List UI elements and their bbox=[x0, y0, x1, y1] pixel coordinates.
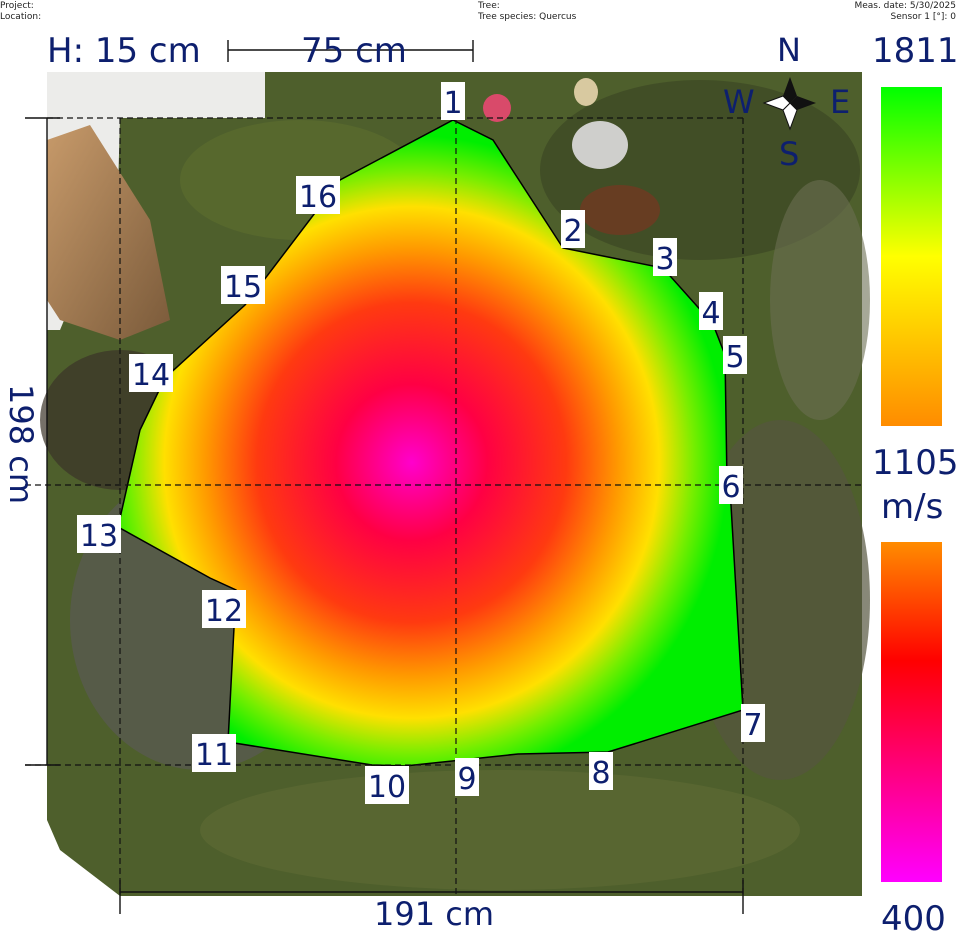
width-label: 191 cm bbox=[374, 895, 495, 933]
compass-south: S bbox=[779, 135, 800, 173]
sensor-labels: 1 2 3 4 5 6 7 8 9 10 11 12 13 14 15 16 bbox=[77, 82, 765, 805]
tree-species-label: Tree species: Quercus bbox=[478, 12, 577, 22]
sensor-label: 3 bbox=[655, 242, 674, 277]
sensor-label: 8 bbox=[591, 756, 610, 791]
project-label: Project: bbox=[0, 1, 34, 11]
sensor-label: 12 bbox=[205, 594, 243, 629]
depth-label: 198 cm bbox=[2, 383, 40, 504]
sensor-label: 2 bbox=[563, 214, 582, 249]
sensor-label: 5 bbox=[725, 340, 744, 375]
sensor-label: 11 bbox=[195, 738, 233, 773]
dimension-lines bbox=[25, 40, 744, 914]
legend-unit: m/s bbox=[881, 487, 944, 527]
legend-mid: 1105 bbox=[872, 443, 957, 483]
sensor-label: 1 bbox=[443, 86, 462, 121]
sensor-label: 7 bbox=[743, 708, 762, 743]
compass-west: W bbox=[723, 83, 755, 121]
grid-lines bbox=[25, 117, 862, 895]
marker-icon bbox=[483, 94, 511, 122]
scale-bar-label: 75 cm bbox=[301, 31, 407, 71]
sensor-label: 16 bbox=[299, 180, 337, 215]
compass-north: N bbox=[777, 31, 801, 69]
sensor-label: 10 bbox=[368, 770, 406, 805]
compass-icon bbox=[762, 77, 816, 131]
tomogram-polygon bbox=[117, 119, 744, 767]
sensor-label: 15 bbox=[224, 270, 262, 305]
legend-min: 400 bbox=[881, 899, 946, 939]
measurement-date: Meas. date: 5/30/2025 bbox=[854, 1, 956, 11]
compass-east: E bbox=[830, 83, 851, 121]
rock-icon bbox=[572, 121, 628, 169]
height-label: H: 15 cm bbox=[47, 31, 201, 71]
legend-bar-high bbox=[881, 87, 942, 426]
sensor-info: Sensor 1 [°]: 0 bbox=[890, 12, 956, 22]
sensor-label: 14 bbox=[132, 358, 170, 393]
sensor-label: 9 bbox=[457, 762, 476, 797]
location-label: Location: bbox=[0, 12, 42, 22]
sensor-label: 13 bbox=[80, 519, 118, 554]
sensor-label: 6 bbox=[721, 470, 740, 505]
legend-max: 1811 bbox=[872, 31, 957, 71]
legend-bar-low bbox=[881, 542, 942, 882]
tree-label: Tree: bbox=[478, 1, 500, 11]
sensor-label: 4 bbox=[701, 296, 720, 331]
